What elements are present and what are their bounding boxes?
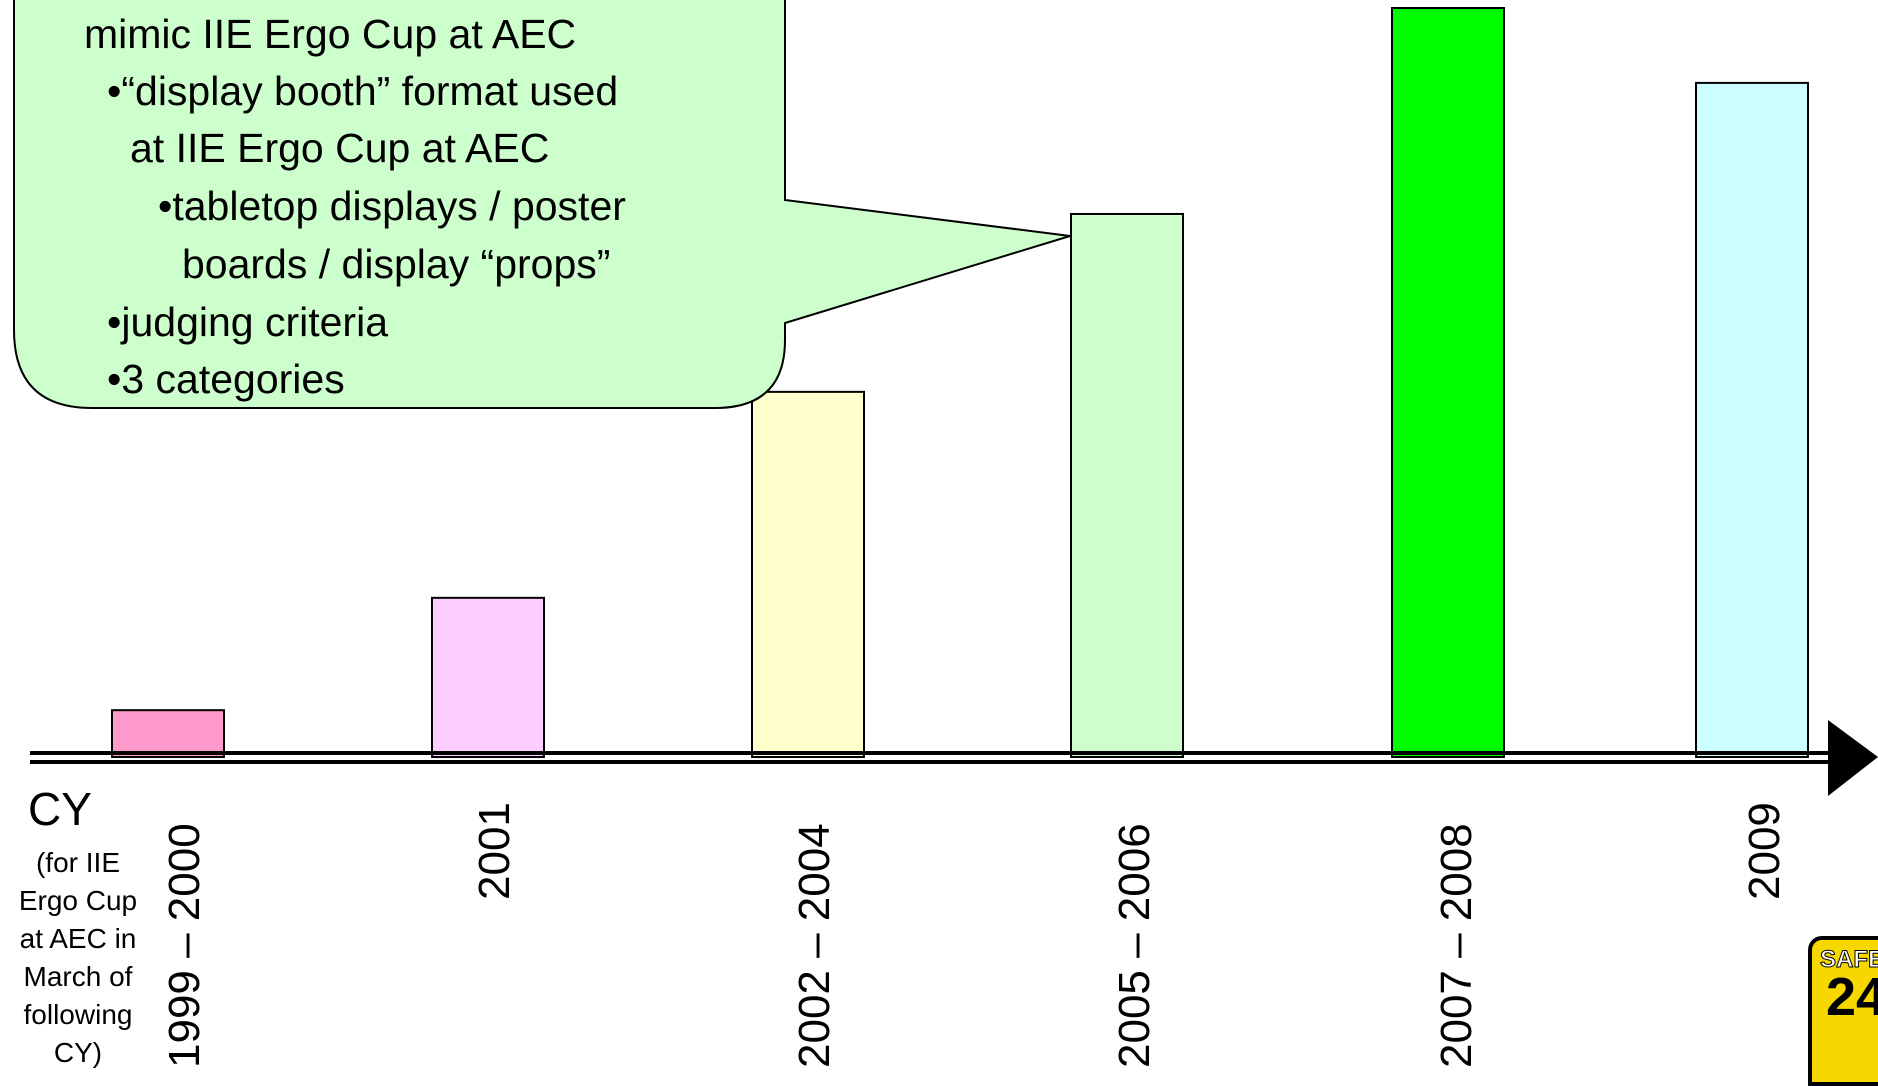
x-axis xyxy=(30,720,1878,796)
x-axis-note: (for IIE Ergo Cup at AEC in March of fol… xyxy=(18,847,138,1068)
x-tick-label: 2001 xyxy=(470,802,519,900)
bar-4 xyxy=(1391,7,1505,758)
x-tick-label: 2009 xyxy=(1740,802,1789,900)
logo-safe-text: SAFE xyxy=(1819,946,1878,974)
callout-line: boards / display “props” xyxy=(182,241,611,287)
callout-bubble xyxy=(13,0,1071,409)
callout-text: mimic IIE Ergo Cup at AEC •“display boot… xyxy=(0,0,780,420)
callout-line: at IIE Ergo Cup at AEC xyxy=(130,125,550,171)
callout-line: mimic IIE Ergo Cup at AEC xyxy=(84,11,577,57)
callout-bullet: •tabletop displays / poster xyxy=(158,183,626,229)
bar-0 xyxy=(111,709,225,758)
axis-arrowhead xyxy=(1828,720,1878,796)
x-axis-title: CY xyxy=(28,783,92,835)
x-tick-label: 2005 – 2006 xyxy=(1110,823,1159,1068)
x-tick-label: 1999 – 2000 xyxy=(160,823,209,1068)
callout-bullet: •“display booth” format used xyxy=(107,68,619,114)
callout-bullet: •judging criteria xyxy=(107,299,388,345)
bar-3 xyxy=(1070,212,1184,759)
x-tick-label: 2007 – 2008 xyxy=(1432,823,1481,1068)
bar-1 xyxy=(431,596,545,759)
bar-5 xyxy=(1695,81,1809,758)
logo-24-text: 24 xyxy=(1826,967,1878,1027)
bar-2 xyxy=(751,390,865,758)
x-tick-label: 2002 – 2004 xyxy=(790,823,839,1068)
callout-bullet: •3 categories xyxy=(107,356,345,402)
bar-group xyxy=(111,7,1809,759)
safe-24-7-logo: SAFE 24 xyxy=(1808,936,1878,1086)
